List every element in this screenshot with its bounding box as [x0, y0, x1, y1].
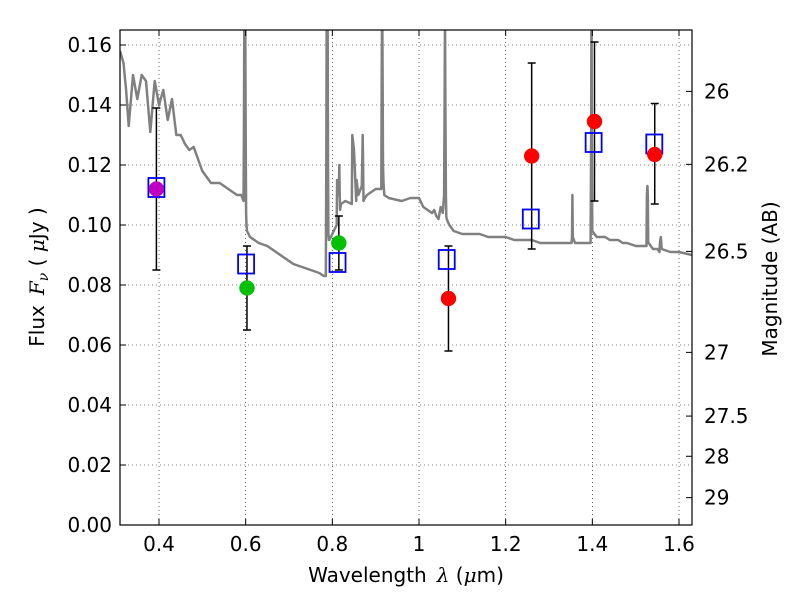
x-tick-label: 1.6	[663, 532, 695, 556]
observed-point	[440, 290, 457, 307]
observed-point	[239, 280, 255, 296]
y-tick-label: 0.06	[67, 333, 112, 357]
y2-tick-label: 27.5	[704, 404, 749, 428]
x-tick-label: 0.8	[316, 532, 348, 556]
model-point	[437, 249, 456, 270]
y-tick-label: 0.02	[67, 453, 112, 477]
errorbar-layer	[152, 41, 659, 352]
x-axis-label: Wavelength λ (μm)	[308, 563, 504, 587]
y-axis-label: FluxFν ( μJy )	[25, 207, 52, 346]
y2-tick-label: 26.5	[704, 239, 749, 263]
x-tick-label: 1.4	[576, 532, 608, 556]
x-tick-label: 0.4	[143, 532, 175, 556]
y-tick-label: 0.12	[67, 153, 112, 177]
y-tick-label: 0.10	[67, 213, 112, 237]
model-point	[328, 252, 347, 273]
y-tick-label: 0.04	[67, 393, 112, 417]
model-point	[147, 177, 166, 198]
y-tick-label: 0.00	[67, 513, 112, 537]
model-point	[521, 208, 540, 230]
model-layer	[147, 132, 664, 275]
spectrum-layer	[120, 30, 692, 278]
y2-axis-ticks: 26 26.2 26.5 27 27.5 28 29	[686, 79, 749, 510]
obs-layer	[148, 113, 663, 307]
observed-point	[331, 235, 347, 251]
y2-tick-label: 29	[704, 486, 729, 510]
model-point	[584, 132, 603, 153]
x-tick-label: 0.6	[230, 532, 262, 556]
plot-frame	[119, 29, 693, 526]
y2-tick-label: 26	[704, 79, 729, 103]
spectrum-line	[120, 30, 692, 278]
observed-point	[646, 146, 663, 163]
y2-tick-label: 26.2	[704, 152, 749, 176]
model-point	[237, 253, 256, 275]
y-axis-ticks: 0.00 0.02 0.04 0.06 0.08 0.10 0.12 0.14 0.16	[67, 33, 126, 537]
y2-axis-label: Magnitude (AB)	[758, 201, 782, 356]
y-tick-label: 0.08	[67, 273, 112, 297]
observed-point	[523, 148, 540, 164]
grid-layer	[120, 30, 692, 526]
y-tick-label: 0.14	[67, 93, 112, 117]
y2-tick-label: 27	[704, 340, 729, 364]
observed-point	[148, 181, 165, 197]
y-tick-label: 0.16	[67, 33, 112, 57]
x-tick-label: 1	[413, 532, 426, 556]
observed-point	[586, 113, 603, 130]
y2-tick-label: 28	[704, 444, 729, 468]
x-tick-label: 1.2	[490, 532, 522, 556]
x-axis-ticks: 0.4 0.6 0.8 1 1.2 1.4 1.6	[143, 30, 695, 556]
